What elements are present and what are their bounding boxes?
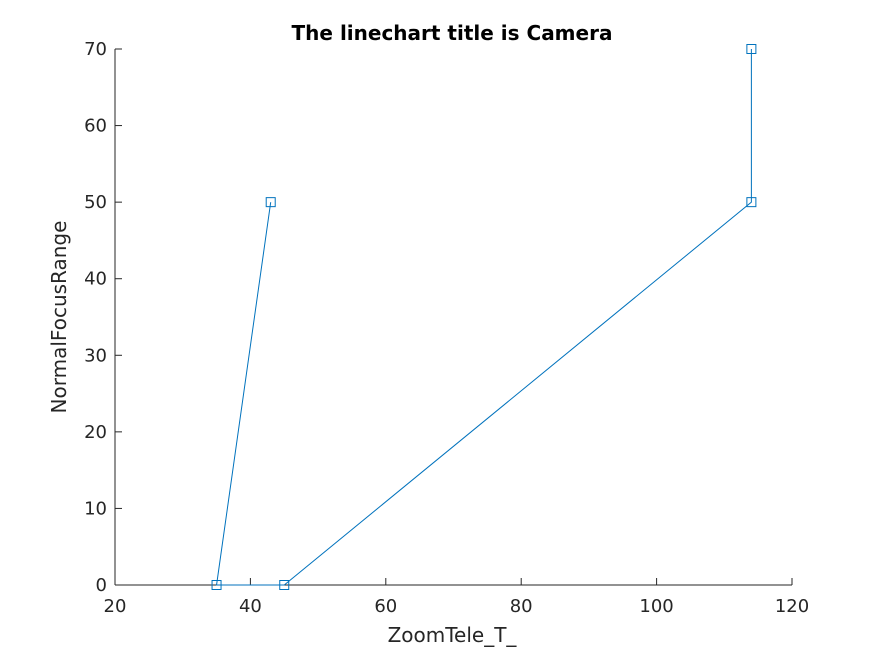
data-point-marker	[746, 44, 757, 54]
x-tick-label: 20	[104, 596, 127, 617]
y-axis-label: NormalFocusRange	[47, 221, 71, 414]
x-axis: 20 40 60 80 100 120	[104, 578, 809, 617]
y-tick-label: 20	[84, 422, 107, 443]
y-tick-label: 60	[84, 116, 107, 137]
x-tick-label: 120	[775, 596, 809, 617]
x-tick-label: 60	[374, 596, 397, 617]
data-point-marker	[746, 197, 757, 208]
x-axis-label: ZoomTele_T_	[388, 623, 518, 647]
data-point-marker	[279, 580, 290, 590]
y-tick-label: 70	[84, 39, 107, 60]
data-point-marker	[211, 580, 222, 590]
y-tick-label: 0	[96, 575, 107, 596]
series-line	[215, 49, 752, 586]
x-tick-label: 40	[239, 596, 262, 617]
y-tick-label: 30	[84, 345, 107, 366]
chart-title: The linechart title is Camera	[292, 21, 613, 45]
plot-area	[114, 49, 792, 586]
series-layer	[211, 44, 757, 590]
data-point-marker	[265, 197, 276, 208]
y-tick-label: 10	[84, 498, 107, 519]
x-tick-label: 100	[639, 596, 673, 617]
y-axis: 0 10 20 30 40 50 60 70	[84, 39, 122, 596]
y-tick-label: 50	[84, 192, 107, 213]
x-tick-label: 80	[510, 596, 533, 617]
y-tick-label: 40	[84, 269, 107, 290]
